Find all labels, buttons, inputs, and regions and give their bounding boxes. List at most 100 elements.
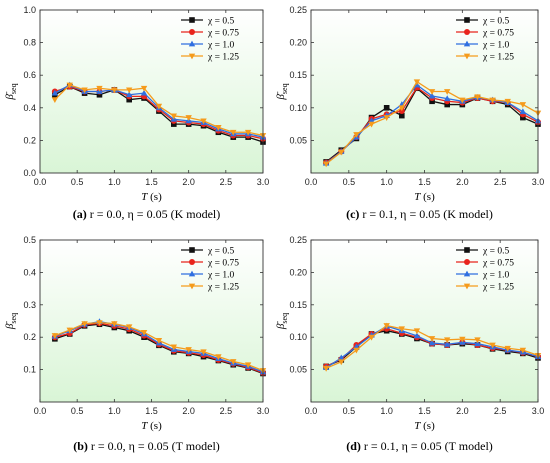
panel-caption: (d) r = 0.1, η = 0.05 (T model)	[346, 439, 493, 453]
x-tick-label: 2.0	[456, 406, 469, 416]
marker-triangle-up	[444, 95, 451, 102]
marker-square	[171, 121, 177, 127]
x-tick-label: 2.0	[182, 177, 195, 187]
legend-label: χ = 0.75	[482, 29, 514, 39]
legend-label: χ = 0.75	[482, 259, 514, 269]
marker-triangle-down	[428, 336, 436, 342]
legend-label: χ = 0.5	[482, 17, 509, 27]
panel-caption: (a) r = 0.0, η = 0.05 (K model)	[73, 207, 220, 221]
marker-square	[520, 114, 526, 121]
marker-triangle-down	[383, 323, 390, 329]
x-axis-label: T (s)	[414, 420, 435, 432]
y-tick-label: 0.20	[289, 267, 307, 277]
y-tick-label: 0.5	[23, 235, 36, 245]
marker-triangle-up	[188, 270, 196, 277]
x-tick-label: 2.5	[494, 406, 507, 416]
marker-triangle-down	[444, 337, 451, 344]
marker-square	[464, 17, 470, 23]
marker-triangle-down	[244, 362, 252, 369]
x-tick-label: 1.5	[145, 177, 158, 187]
legend-label: χ = 1.25	[207, 283, 239, 293]
x-tick-label: 0.5	[71, 406, 84, 416]
x-tick-label: 1.5	[145, 406, 158, 416]
marker-triangle-down	[215, 124, 222, 131]
marker-triangle-down	[188, 283, 196, 290]
legend-label: χ = 1.0	[482, 271, 509, 281]
marker-triangle-down	[444, 89, 451, 95]
x-tick-label: 2.0	[182, 406, 195, 416]
marker-square	[96, 91, 103, 98]
x-tick-label: 0.0	[305, 406, 318, 416]
x-tick-label: 3.0	[532, 177, 545, 187]
x-axis-label: T (s)	[141, 191, 162, 203]
legend-label: χ = 1.25	[482, 283, 514, 293]
x-tick-label: 0.0	[34, 177, 47, 187]
x-tick-label: 0.5	[343, 406, 356, 416]
y-tick-label: 0.4	[23, 103, 36, 113]
x-tick-label: 0.0	[305, 177, 318, 187]
plot-background	[311, 10, 538, 173]
marker-square	[444, 101, 450, 108]
marker-triangle-down	[322, 161, 330, 168]
marker-triangle-down	[353, 132, 360, 138]
marker-triangle-down	[383, 115, 390, 121]
plot-frame	[39, 239, 264, 403]
legend-label: χ = 0.75	[207, 259, 239, 269]
legend-label: χ = 1.25	[207, 53, 239, 63]
x-tick-label: 1.0	[380, 177, 393, 187]
y-tick-label: 0.15	[289, 70, 307, 80]
x-tick-label: 1.0	[380, 406, 393, 416]
marker-triangle-down	[413, 328, 421, 335]
marker-triangle-down	[155, 338, 163, 344]
legend-label: χ = 0.5	[482, 247, 509, 257]
legend-label: χ = 1.0	[482, 41, 509, 51]
plot-frame	[39, 9, 264, 174]
y-tick-label: 0.10	[289, 332, 307, 342]
marker-square	[126, 96, 132, 103]
x-tick-label: 3.0	[532, 406, 545, 416]
x-tick-label: 0.0	[34, 406, 47, 416]
y-tick-label: 0.10	[289, 103, 307, 113]
legend-label: χ = 0.5	[207, 247, 234, 257]
legend: χ = 0.5 χ = 0.75 χ = 1.0 χ = 1.25	[181, 17, 239, 63]
marker-triangle-down	[230, 129, 237, 136]
series-chi-1-25	[322, 323, 542, 372]
marker-triangle-up	[188, 40, 196, 47]
marker-square	[189, 17, 195, 23]
marker-triangle-down	[111, 87, 118, 94]
y-tick-label: 0.2	[23, 332, 36, 342]
x-tick-label: 1.5	[418, 177, 431, 187]
marker-triangle-down	[96, 320, 103, 327]
panel-a: 0.0 0.5 1.0 1.5 2.0 2.5 3.0 0.0 0.2 0.4 0.6 0.8 1.0 χ…	[4, 5, 269, 221]
panel-c: 0.0 0.5 1.0 1.5 2.0 2.5 3.0 0.05 0.10 0.15 0.20 0.2…	[275, 5, 544, 221]
marker-triangle-down	[489, 97, 496, 104]
marker-triangle-down	[126, 87, 133, 94]
marker-triangle-up	[519, 108, 527, 115]
marker-triangle-down	[519, 347, 527, 354]
plot-background	[311, 240, 538, 402]
y-tick-label: 0.25	[289, 5, 307, 15]
x-axis-label: T (s)	[414, 191, 435, 203]
plot-background	[40, 10, 263, 173]
marker-triangle-down	[170, 113, 177, 120]
marker-square	[189, 247, 195, 253]
y-tick-label: 0.6	[23, 70, 36, 80]
legend-label: χ = 1.0	[207, 41, 234, 51]
marker-triangle-down	[244, 129, 252, 136]
marker-circle	[189, 29, 195, 35]
marker-triangle-down	[519, 102, 527, 108]
marker-triangle-up	[140, 89, 148, 96]
marker-triangle-down	[474, 94, 481, 101]
marker-triangle-down	[428, 89, 436, 95]
x-tick-label: 3.0	[257, 406, 270, 416]
x-tick-label: 1.0	[108, 177, 121, 187]
legend-label: χ = 1.25	[482, 53, 514, 63]
y-axis-label: β̄seq	[275, 313, 289, 330]
y-tick-label: 0.05	[289, 135, 307, 145]
x-tick-label: 0.5	[71, 177, 84, 187]
marker-triangle-up	[428, 339, 436, 346]
marker-triangle-down	[66, 327, 73, 334]
plot-frame	[310, 9, 539, 174]
marker-triangle-down	[459, 97, 466, 104]
marker-triangle-down	[353, 347, 360, 354]
